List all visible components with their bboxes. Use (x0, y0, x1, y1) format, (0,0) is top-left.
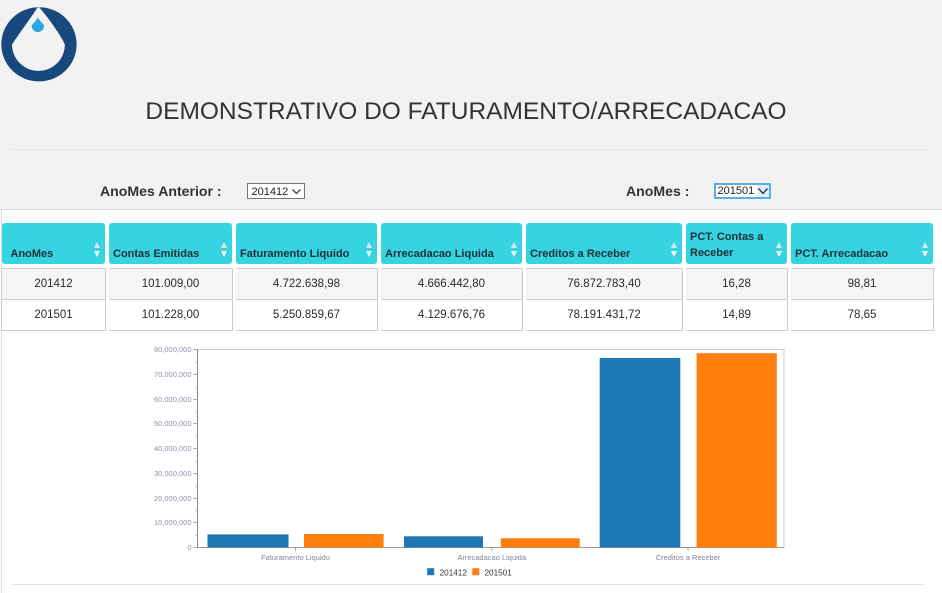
svg-text:40,000,000: 40,000,000 (154, 444, 192, 453)
svg-text:201412: 201412 (440, 569, 468, 578)
svg-text:30,000,000: 30,000,000 (154, 469, 192, 478)
svg-text:70,000,000: 70,000,000 (154, 370, 192, 379)
svg-text:0: 0 (187, 543, 191, 552)
svg-text:Creditos a Receber: Creditos a Receber (656, 553, 721, 562)
svg-text:10,000,000: 10,000,000 (154, 518, 192, 527)
svg-text:50,000,000: 50,000,000 (154, 419, 192, 428)
svg-text:Faturamento Liquido: Faturamento Liquido (261, 553, 330, 562)
svg-text:80,000,000: 80,000,000 (154, 345, 192, 354)
svg-text:20,000,000: 20,000,000 (154, 494, 192, 503)
svg-text:Arrecadacao Liquida: Arrecadacao Liquida (457, 553, 527, 562)
svg-text:60,000,000: 60,000,000 (154, 395, 192, 404)
svg-text:201501: 201501 (485, 569, 513, 578)
